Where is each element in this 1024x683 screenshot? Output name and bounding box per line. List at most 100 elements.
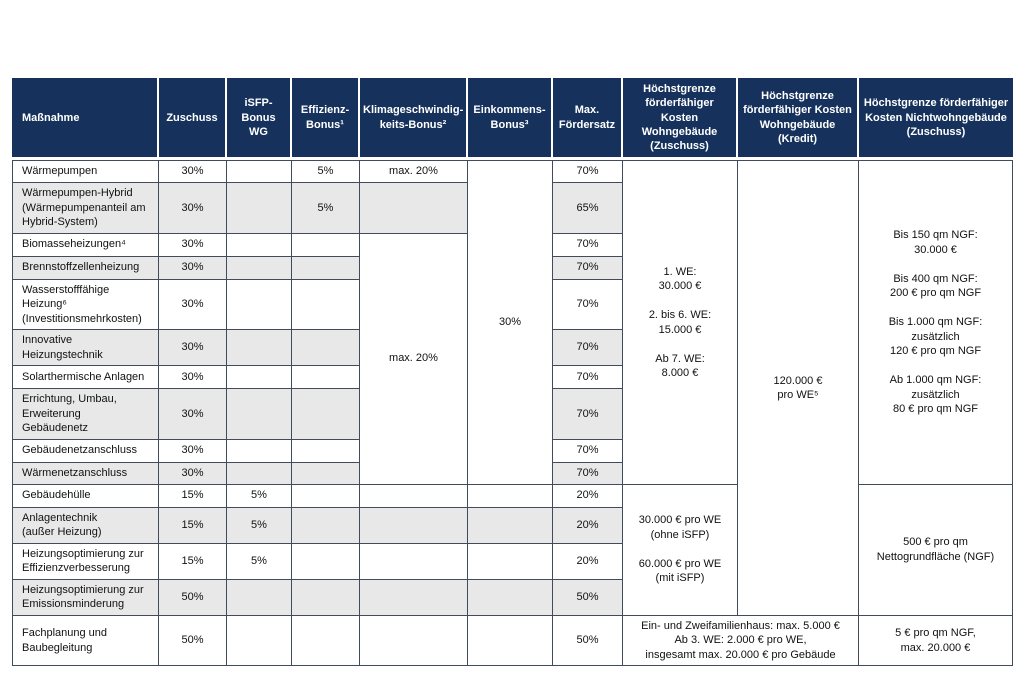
cell-einkommens: [468, 543, 553, 580]
cell-klima-merged: max. 20%: [360, 233, 468, 485]
cell-effizienz: [292, 233, 360, 257]
cell-effizienz: [292, 507, 360, 544]
column-header-effizienz-bonus: Effizienz- Bonus¹: [292, 78, 360, 161]
cell-massnahme: Innovative Heizungstechnik: [12, 330, 159, 367]
cell-effizienz: [292, 439, 360, 463]
cell-zuschuss: 30%: [159, 439, 227, 463]
cell-isfp: [227, 279, 292, 331]
cell-klima: [360, 543, 468, 580]
cell-massnahme: Wärmenetzanschluss: [12, 462, 159, 485]
cell-effizienz: 5%: [292, 160, 360, 183]
cell-isfp: 5%: [227, 543, 292, 580]
cell-nwg-merged-top: Bis 150 qm NGF: 30.000 € Bis 400 qm NGF:…: [859, 160, 1013, 485]
cell-zuschuss: 30%: [159, 256, 227, 280]
cell-max-foerdersatz: 20%: [553, 543, 623, 580]
cell-zuschuss: 30%: [159, 183, 227, 234]
cell-effizienz: 5%: [292, 183, 360, 234]
cell-max-foerdersatz: 70%: [553, 256, 623, 280]
cell-effizienz: [292, 615, 360, 667]
cell-klima: [360, 484, 468, 508]
cell-isfp: [227, 160, 292, 183]
cell-massnahme: Wärmepumpen-Hybrid (Wärmepumpenanteil am…: [12, 183, 159, 234]
table-row: Biomasseheizungen⁴ 30% max. 20% 70%: [12, 233, 1013, 485]
cell-zuschuss: 50%: [159, 579, 227, 616]
cell-einkommens: [468, 579, 553, 616]
table-row: Solarthermische Anlagen 30% 70%: [12, 366, 1013, 390]
cell-zuschuss: 30%: [159, 389, 227, 440]
cell-isfp: [227, 256, 292, 280]
cell-zuschuss: 30%: [159, 160, 227, 183]
cell-effizienz: [292, 279, 360, 331]
table-row: Wärmenetzanschluss 30% 70%: [12, 462, 1013, 485]
cell-einkommens: [468, 484, 553, 508]
cell-effizienz: [292, 484, 360, 508]
cell-wg-zuschuss-merged-top: 1. WE: 30.000 € 2. bis 6. WE: 15.000 € A…: [623, 160, 738, 485]
cell-klima: [360, 579, 468, 616]
cell-effizienz: [292, 256, 360, 280]
cell-massnahme: Gebäudehülle: [12, 484, 159, 508]
cell-zuschuss: 15%: [159, 543, 227, 580]
cell-max-foerdersatz: 50%: [553, 579, 623, 616]
table-row: Brennstoffzellenheizung 30% 70%: [12, 256, 1013, 280]
cell-effizienz: [292, 462, 360, 485]
cell-zuschuss: 30%: [159, 462, 227, 485]
cell-zuschuss: 15%: [159, 484, 227, 508]
column-header-zuschuss: Zuschuss: [159, 78, 227, 161]
cell-zuschuss: 30%: [159, 366, 227, 390]
header-row: Maßnahme Zuschuss iSFP- Bonus WG Effizie…: [12, 78, 1013, 161]
cell-zuschuss: 30%: [159, 233, 227, 257]
cell-klima: [360, 183, 468, 234]
column-header-max-foerdersatz: Max. Fördersatz: [553, 78, 623, 161]
cell-max-foerdersatz: 70%: [553, 233, 623, 257]
cell-nwg-bottom: 5 € pro qm NGF, max. 20.000 €: [859, 615, 1013, 667]
cell-isfp: [227, 233, 292, 257]
cell-isfp: [227, 330, 292, 367]
column-header-einkommens-bonus: Einkommens- Bonus³: [468, 78, 553, 161]
cell-zuschuss: 15%: [159, 507, 227, 544]
cell-massnahme: Solarthermische Anlagen: [12, 366, 159, 390]
column-header-wg-zuschuss: Höchstgrenze förderfähiger Kosten Wohnge…: [623, 78, 738, 161]
cell-effizienz: [292, 579, 360, 616]
cell-max-foerdersatz: 70%: [553, 330, 623, 367]
cell-zuschuss: 30%: [159, 330, 227, 367]
table-row: Heizungsoptimierung zur Emissionsminderu…: [12, 579, 1013, 616]
table-row: Gebäudenetzanschluss 30% 70%: [12, 439, 1013, 463]
column-header-isfp-bonus: iSFP- Bonus WG: [227, 78, 292, 161]
cell-einkommens: [468, 507, 553, 544]
cell-klima: [360, 507, 468, 544]
table-row: Wärmepumpen 30% 5% max. 20% 30% 70% 1. W…: [12, 160, 1013, 616]
cell-isfp: [227, 462, 292, 485]
cell-massnahme: Wärmepumpen: [12, 160, 159, 183]
cell-massnahme: Wasserstofffähige Heizung⁶ (Investitions…: [12, 279, 159, 331]
cell-max-foerdersatz: 70%: [553, 462, 623, 485]
cell-max-foerdersatz: 20%: [553, 484, 623, 508]
cell-zuschuss: 30%: [159, 279, 227, 331]
cell-einkommens: [468, 615, 553, 667]
cell-effizienz: [292, 330, 360, 367]
cell-isfp: [227, 579, 292, 616]
table-row: Heizungsoptimierung zur Effizienzverbess…: [12, 543, 1013, 580]
table-row: Errichtung, Umbau, Erweiterung Gebäudene…: [12, 389, 1013, 440]
column-header-massnahme: Maßnahme: [12, 78, 159, 161]
cell-isfp: [227, 439, 292, 463]
cell-max-foerdersatz: 70%: [553, 279, 623, 331]
table-row: Wärmepumpen-Hybrid (Wärmepumpenanteil am…: [12, 183, 1013, 234]
foerderung-table: Maßnahme Zuschuss iSFP- Bonus WG Effizie…: [12, 78, 1013, 667]
cell-massnahme: Gebäudenetzanschluss: [12, 439, 159, 463]
cell-wg-merged-bottom: Ein- und Zweifamilienhaus: max. 5.000 € …: [623, 615, 859, 667]
column-header-nwg-zuschuss: Höchstgrenze förderfähiger Kosten Nichtw…: [859, 78, 1013, 161]
table-row: Anlagentechnik (außer Heizung) 15% 5% 20…: [12, 507, 1013, 544]
table-row: Innovative Heizungstechnik 30% 70%: [12, 330, 1013, 367]
cell-klima: max. 20%: [360, 160, 468, 183]
cell-einkommens-merged: 30%: [468, 160, 553, 485]
cell-klima: [360, 615, 468, 667]
cell-isfp: [227, 389, 292, 440]
cell-isfp: [227, 366, 292, 390]
cell-wg-kredit-merged: 120.000 € pro WE⁵: [738, 160, 859, 616]
cell-massnahme: Errichtung, Umbau, Erweiterung Gebäudene…: [12, 389, 159, 440]
cell-max-foerdersatz: 50%: [553, 615, 623, 667]
cell-isfp: [227, 615, 292, 667]
cell-effizienz: [292, 389, 360, 440]
cell-isfp: 5%: [227, 507, 292, 544]
table-row: Wasserstofffähige Heizung⁶ (Investitions…: [12, 279, 1013, 331]
